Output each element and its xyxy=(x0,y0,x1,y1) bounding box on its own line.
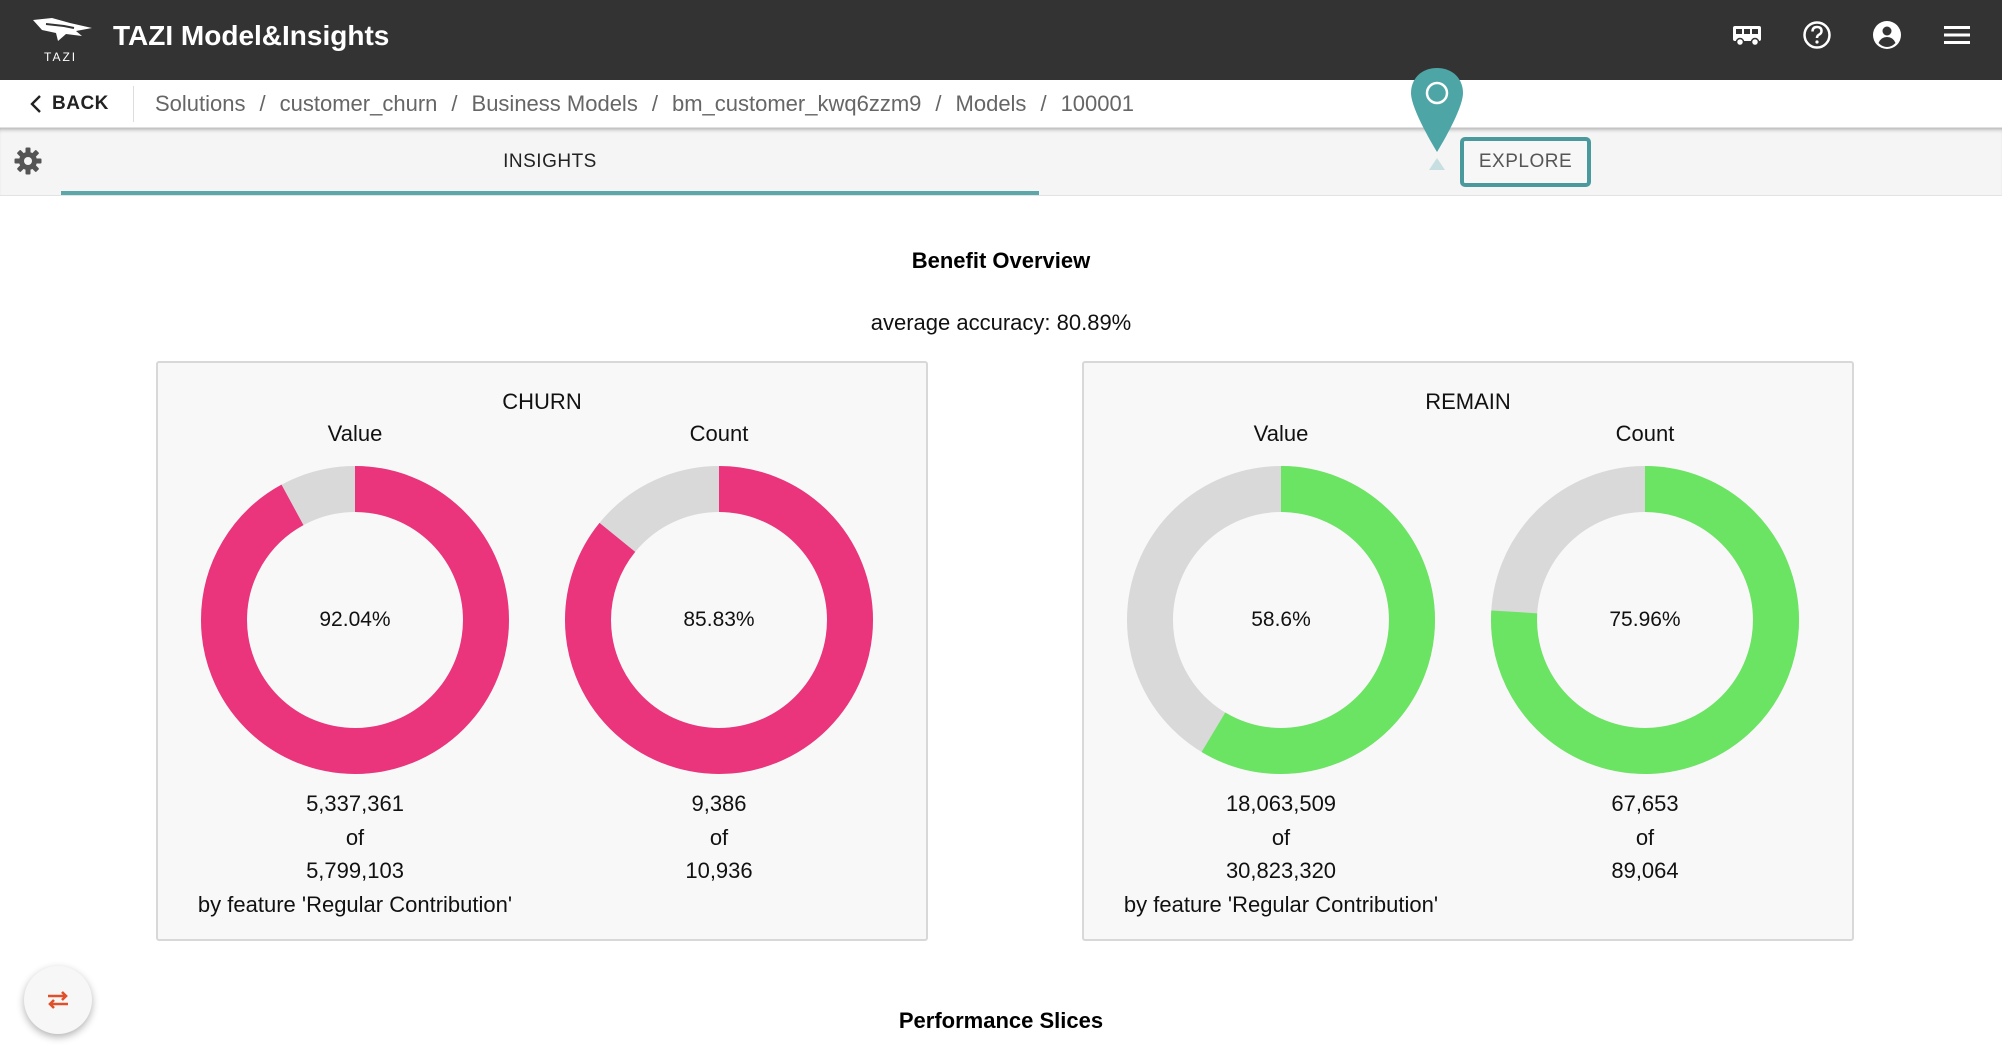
donut-value-slice[interactable] xyxy=(1127,466,1435,774)
of-text: of xyxy=(345,824,365,850)
remain-value-donut: 58.6% xyxy=(1126,465,1436,775)
of-text: of xyxy=(1635,824,1655,850)
breadcrumb-separator: / xyxy=(451,91,458,116)
donut-percent-label: 75.96% xyxy=(1609,608,1681,631)
churn-count-donut: 85.83% xyxy=(564,465,874,775)
chevron-left-icon xyxy=(30,95,41,113)
breadcrumb-separator: / xyxy=(259,91,266,116)
swap-arrows-icon xyxy=(48,991,68,1009)
location-pin-icon[interactable] xyxy=(1407,66,1467,178)
menu-icon[interactable] xyxy=(1940,18,1974,52)
denominator: 89,064 xyxy=(1611,858,1679,883)
churn-value-column: Value 92.04% 5,337,361 of 5,799,103 by f… xyxy=(185,421,525,921)
chart-title: Count xyxy=(1615,421,1675,446)
donut-chart xyxy=(1491,466,1799,774)
churn-count-column: Count 85.83% 9,386 of 10,936 xyxy=(549,421,889,888)
of-text: of xyxy=(1271,824,1291,850)
performance-slices-title: Performance Slices xyxy=(898,1008,1104,1033)
denominator: 10,936 xyxy=(685,858,753,883)
back-label: BACK xyxy=(52,93,109,114)
tazi-logo[interactable]: TAZI xyxy=(30,14,96,64)
tazi-logo-icon xyxy=(33,18,92,41)
app-bar: TAZI TAZI Model&Insights xyxy=(0,0,2002,80)
donut-percent-label: 58.6% xyxy=(1251,608,1311,631)
of-text: of xyxy=(709,824,729,850)
feature-note: by feature 'Regular Contribution' xyxy=(197,891,513,917)
bus-icon[interactable] xyxy=(1730,18,1764,52)
active-tab-indicator xyxy=(61,191,1039,195)
breadcrumb-model-id: 100001 xyxy=(1060,91,1134,116)
numerator: 5,337,361 xyxy=(306,791,404,816)
breadcrumb-customer-churn[interactable]: customer_churn xyxy=(279,91,438,116)
numerator: 18,063,509 xyxy=(1225,791,1337,816)
remain-count-donut: 75.96% xyxy=(1490,465,1800,775)
gear-icon[interactable] xyxy=(13,146,43,176)
help-icon[interactable] xyxy=(1800,18,1834,52)
donut-chart xyxy=(1127,466,1435,774)
numerator: 9,386 xyxy=(691,791,747,816)
account-icon[interactable] xyxy=(1870,18,1904,52)
donut-value-slice[interactable] xyxy=(1491,466,1799,774)
denominator: 30,823,320 xyxy=(1225,858,1337,883)
breadcrumb-models[interactable]: Models xyxy=(955,91,1027,116)
breadcrumb-separator: / xyxy=(651,91,658,116)
churn-card: CHURN Value 92.04% 5,337,361 of 5,799,10… xyxy=(156,361,928,941)
back-button[interactable]: BACK xyxy=(30,90,109,118)
logo-text: TAZI xyxy=(44,50,78,64)
remain-card: REMAIN Value 58.6% 18,063,509 of 30,823,… xyxy=(1082,361,1854,941)
donut-value-slice[interactable] xyxy=(201,466,509,774)
donut-percent-label: 92.04% xyxy=(319,608,391,631)
breadcrumb-bar: BACK Solutions / customer_churn / Busine… xyxy=(0,80,2002,128)
churn-card-title: CHURN xyxy=(502,389,582,414)
chart-title: Count xyxy=(689,421,749,446)
breadcrumb-business-model[interactable]: bm_customer_kwq6zzm9 xyxy=(671,91,922,116)
churn-value-donut: 92.04% xyxy=(200,465,510,775)
denominator: 5,799,103 xyxy=(306,858,404,883)
donut-chart xyxy=(565,466,873,774)
remain-card-title: REMAIN xyxy=(1425,389,1511,414)
tab-insights[interactable]: INSIGHTS xyxy=(503,151,597,172)
breadcrumb-solutions[interactable]: Solutions xyxy=(155,91,246,116)
app-title: TAZI Model&Insights xyxy=(113,20,390,51)
average-accuracy: average accuracy: 80.89% xyxy=(870,310,1132,335)
breadcrumb: Solutions / customer_churn / Business Mo… xyxy=(155,91,1134,117)
tab-bar: INSIGHTS EXPLORE xyxy=(0,128,2002,196)
explore-button[interactable]: EXPLORE xyxy=(1460,137,1591,187)
breadcrumb-business-models[interactable]: Business Models xyxy=(471,91,638,116)
numerator: 67,653 xyxy=(1611,791,1679,816)
benefit-overview-title: Benefit Overview xyxy=(911,248,1091,273)
remain-count-column: Count 75.96% 67,653 of 89,064 xyxy=(1475,421,1815,888)
donut-percent-label: 85.83% xyxy=(683,608,755,631)
breadcrumb-separator: / xyxy=(935,91,942,116)
remain-value-column: Value 58.6% 18,063,509 of 30,823,320 by … xyxy=(1111,421,1451,921)
donut-value-slice[interactable] xyxy=(565,466,873,774)
chart-title: Value xyxy=(1253,421,1309,446)
feature-note: by feature 'Regular Contribution' xyxy=(1123,891,1439,917)
breadcrumb-separator: / xyxy=(1040,91,1047,116)
swap-button[interactable] xyxy=(24,966,92,1034)
chart-title: Value xyxy=(327,421,383,446)
divider xyxy=(133,86,134,122)
donut-chart xyxy=(201,466,509,774)
